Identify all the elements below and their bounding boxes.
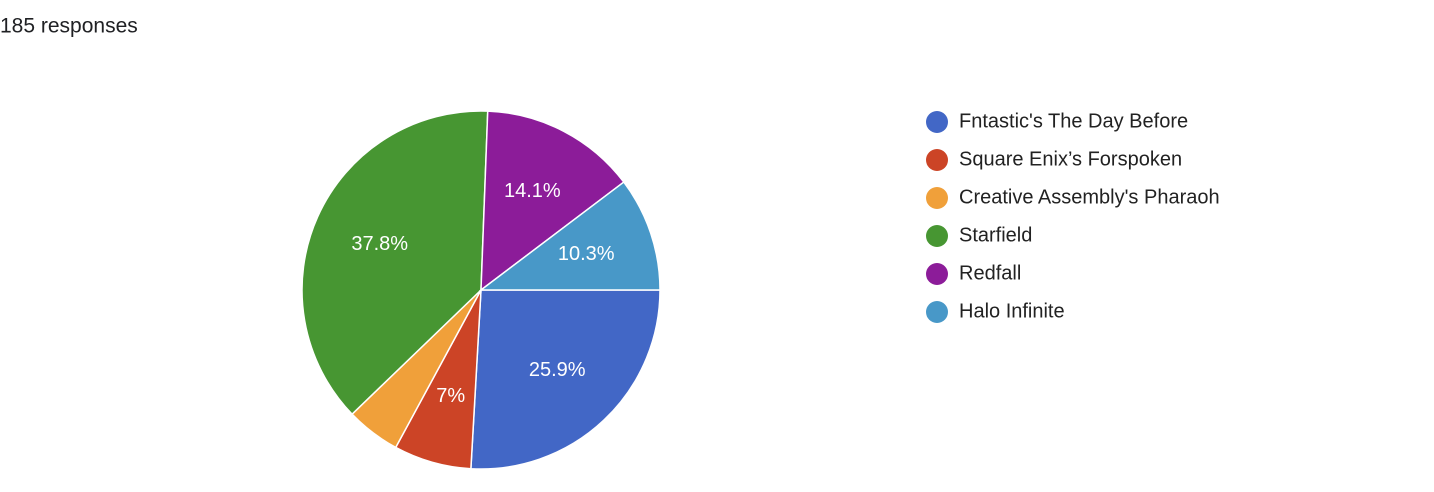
slice-label: 37.8%	[351, 233, 408, 255]
legend-swatch	[926, 301, 948, 323]
slice-label: 25.9%	[529, 359, 586, 381]
legend-label: Square Enix’s Forspoken	[959, 148, 1182, 170]
slice-label: 7%	[436, 385, 465, 407]
legend-label: Fntastic's The Day Before	[959, 110, 1188, 132]
legend-swatch	[926, 225, 948, 247]
legend-label: Redfall	[959, 262, 1021, 284]
slice-label: 14.1%	[504, 180, 561, 202]
legend-label: Halo Infinite	[959, 300, 1065, 322]
pie-slice	[301, 110, 489, 416]
chart-title: 185 responses	[0, 15, 138, 38]
slice-label: 10.3%	[558, 243, 615, 265]
pie-slice	[478, 181, 661, 291]
pie-slice	[480, 110, 625, 292]
legend-label: Starfield	[959, 224, 1032, 246]
pie-slice	[470, 289, 661, 470]
legend-swatch	[926, 149, 948, 171]
legend-label: Creative Assembly's Pharaoh	[959, 186, 1220, 208]
legend-swatch	[926, 187, 948, 209]
legend-swatch	[926, 111, 948, 133]
legend-swatch	[926, 263, 948, 285]
